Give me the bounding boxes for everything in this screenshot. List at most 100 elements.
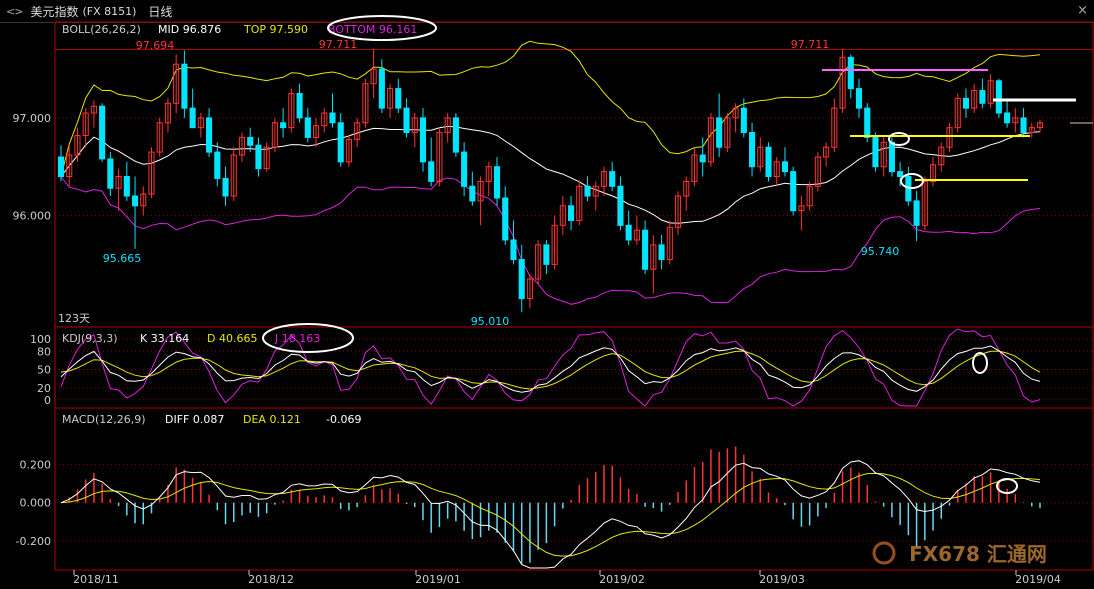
candle-body <box>847 56 854 90</box>
candle-body <box>954 97 961 129</box>
y-tick-label: 80 <box>37 345 51 358</box>
candle-body <box>189 107 196 129</box>
candle-body <box>526 278 533 300</box>
candle-body <box>888 141 895 173</box>
x-tick-label: 2019/04 <box>1015 573 1061 586</box>
kdj-legend-item: D 40.665 <box>207 332 257 345</box>
candle-body <box>559 205 566 226</box>
macd-legend-item: DIFF 0.087 <box>165 413 224 426</box>
candle-body <box>584 185 591 197</box>
candle-body <box>164 102 171 124</box>
candle-body <box>790 171 797 212</box>
candle-body <box>107 158 114 189</box>
x-tick-label: 2018/12 <box>248 573 294 586</box>
candle-body <box>666 226 673 261</box>
candle-body <box>592 185 599 197</box>
candle-body <box>979 90 986 104</box>
candle-body <box>362 83 369 124</box>
candle-body <box>839 56 846 109</box>
candle-body <box>781 161 789 173</box>
candle-body <box>880 141 887 168</box>
annotation-circle <box>888 132 910 146</box>
nav-arrows-icon[interactable]: <> <box>6 4 23 18</box>
candle-body <box>173 63 180 104</box>
candle-body <box>518 259 525 300</box>
candle-body <box>197 117 204 129</box>
y-tick-label: 0 <box>44 394 51 407</box>
candle-body <box>600 171 608 187</box>
kdj-legend-title: KDJ(9,3,3) <box>62 332 118 345</box>
candle-body <box>543 244 550 265</box>
annotation-circle <box>327 15 437 41</box>
candle-body <box>288 92 295 129</box>
candle-body <box>823 146 830 158</box>
candle-body <box>436 132 443 182</box>
candle-body <box>156 122 163 153</box>
candle-body <box>642 229 649 270</box>
boll-top-line <box>60 40 1041 177</box>
low-label: 95.665 <box>103 252 142 265</box>
y-tick-label: 0.000 <box>20 497 52 510</box>
close-icon[interactable]: × <box>1077 3 1088 18</box>
annotation-circle <box>972 352 988 374</box>
x-tick-label: 2019/03 <box>759 573 805 586</box>
candle-body <box>872 136 879 168</box>
candle-body <box>749 132 756 168</box>
candle-body <box>148 151 155 195</box>
candle-body <box>312 125 320 138</box>
candle-body <box>724 117 731 148</box>
candle-body <box>452 117 459 153</box>
candle-body <box>428 161 435 182</box>
candle-body <box>740 107 747 134</box>
annotation-circle <box>900 173 924 189</box>
boll-legend-title: BOLL(26,26,2) <box>62 23 141 36</box>
candle-body <box>1004 112 1011 124</box>
candle-body <box>493 166 501 199</box>
y-tick-label: 20 <box>37 382 51 395</box>
candle-body <box>403 107 410 134</box>
y-tick-label: 97.000 <box>13 112 52 125</box>
candle-body <box>115 176 122 189</box>
candle-body <box>263 146 270 170</box>
candle-body <box>1028 127 1035 134</box>
candle-body <box>938 146 945 166</box>
watermark-logo: FX678 汇通网 <box>909 542 1047 566</box>
candle-body <box>337 122 344 163</box>
candle-body <box>469 185 476 202</box>
candle-body <box>57 156 65 177</box>
candle-body <box>962 97 970 109</box>
candle-body <box>699 154 706 163</box>
candle-body <box>658 244 665 261</box>
candle-body <box>387 88 394 109</box>
candle-body <box>321 112 328 127</box>
candle-body <box>140 193 147 207</box>
candle-body <box>1020 117 1027 134</box>
y-tick-label: -0.200 <box>16 535 51 548</box>
candle-body <box>1036 122 1044 129</box>
y-tick-label: 100 <box>30 333 51 346</box>
x-tick-label: 2019/01 <box>415 573 461 586</box>
annotation-circle <box>996 478 1018 494</box>
candle-body <box>444 117 451 134</box>
low-label: 95.010 <box>471 315 510 328</box>
y-tick-label: 96.000 <box>13 210 52 223</box>
candle-body <box>354 122 361 140</box>
candle-body <box>568 205 575 221</box>
candle-body <box>987 80 994 104</box>
candle-body <box>485 166 492 182</box>
candle-body <box>773 161 780 178</box>
macd-diff-line <box>60 460 1041 569</box>
kdj-legend-item: J 18.163 <box>274 332 320 345</box>
candle-body <box>674 195 682 228</box>
instrument-code: (FX 8151) <box>82 4 137 18</box>
candle-body <box>238 136 246 156</box>
candle-body <box>461 151 468 187</box>
candle-body <box>329 112 336 124</box>
candle-body <box>510 239 517 261</box>
candle-body <box>625 224 632 241</box>
candle-body <box>946 127 953 148</box>
candle-body <box>913 200 920 226</box>
period-selector[interactable]: 日线 <box>148 4 173 19</box>
candle-body <box>82 112 89 136</box>
boll-bottom-line <box>60 176 1041 305</box>
